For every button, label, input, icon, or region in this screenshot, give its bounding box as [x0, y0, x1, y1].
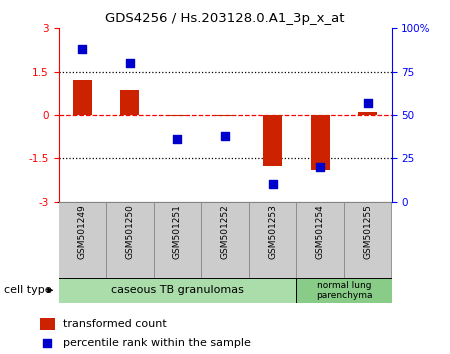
Bar — [120, 91, 140, 115]
Bar — [168, 115, 187, 116]
Bar — [216, 115, 234, 116]
Point — [221, 133, 229, 139]
Bar — [201, 202, 249, 278]
Point — [269, 182, 276, 187]
Text: GSM501255: GSM501255 — [363, 204, 372, 259]
Point — [79, 46, 86, 52]
Bar — [358, 112, 377, 115]
Bar — [297, 202, 344, 278]
Text: caseous TB granulomas: caseous TB granulomas — [111, 285, 244, 295]
Text: GSM501251: GSM501251 — [173, 204, 182, 259]
Text: GSM501254: GSM501254 — [315, 204, 324, 259]
Bar — [310, 115, 330, 170]
Bar — [106, 202, 153, 278]
Bar — [58, 202, 106, 278]
Text: percentile rank within the sample: percentile rank within the sample — [63, 338, 251, 348]
Point — [316, 164, 324, 170]
Text: GSM501250: GSM501250 — [126, 204, 135, 259]
Point — [174, 137, 181, 142]
Text: normal lung
parenchyma: normal lung parenchyma — [316, 281, 372, 300]
Text: GSM501253: GSM501253 — [268, 204, 277, 259]
Bar — [344, 202, 392, 278]
Text: transformed count: transformed count — [63, 319, 166, 329]
Text: GDS4256 / Hs.203128.0.A1_3p_x_at: GDS4256 / Hs.203128.0.A1_3p_x_at — [105, 12, 345, 25]
Bar — [58, 278, 297, 303]
Text: GSM501252: GSM501252 — [220, 204, 230, 259]
Bar — [153, 202, 201, 278]
Bar — [297, 278, 392, 303]
Bar — [249, 202, 297, 278]
Bar — [73, 80, 92, 115]
Point — [44, 340, 51, 346]
Bar — [263, 115, 282, 166]
Bar — [40, 318, 55, 330]
Point — [364, 100, 371, 106]
Text: cell type: cell type — [4, 285, 52, 295]
Point — [126, 60, 134, 66]
Text: GSM501249: GSM501249 — [78, 204, 87, 259]
